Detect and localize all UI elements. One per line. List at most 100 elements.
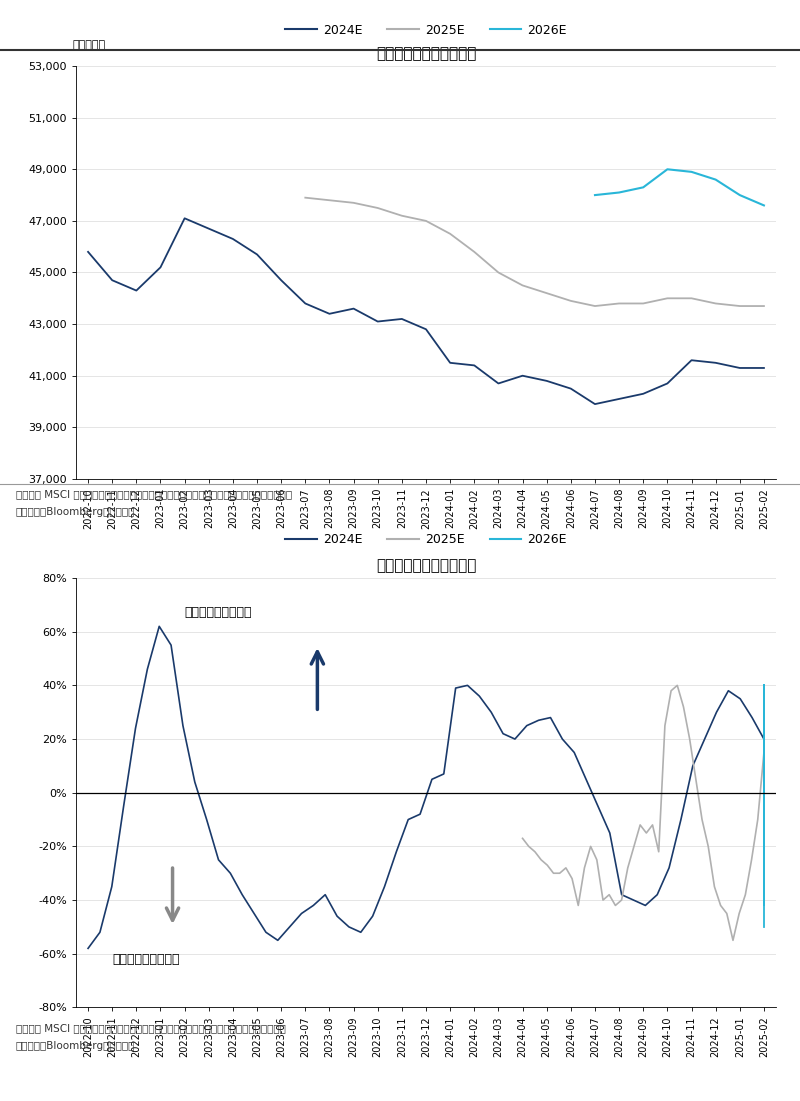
2026E	[759, 840, 769, 853]
2025E	[536, 853, 546, 866]
2025E	[629, 840, 638, 853]
2025E	[542, 286, 551, 299]
2025E	[698, 813, 707, 826]
2025E	[421, 215, 430, 228]
2025E	[301, 192, 310, 205]
2024E	[711, 357, 721, 370]
2026E	[614, 186, 624, 199]
2025E	[518, 831, 527, 844]
2025E	[648, 818, 658, 831]
2026E	[759, 827, 769, 840]
2025E	[530, 846, 540, 859]
2025E	[566, 294, 576, 307]
2025E	[654, 846, 663, 859]
2024E	[397, 313, 406, 326]
Line: 2026E: 2026E	[595, 170, 764, 206]
2024E	[131, 284, 141, 297]
2024E	[276, 274, 286, 287]
2025E	[561, 861, 570, 874]
2026E	[686, 165, 696, 178]
2026E	[759, 813, 769, 826]
2026E	[759, 732, 769, 745]
2024E	[83, 246, 93, 259]
2025E	[494, 266, 503, 280]
2025E	[586, 840, 595, 853]
2024E	[154, 620, 164, 633]
2026E	[735, 188, 745, 201]
Text: 注：基于 MSCI 中国指数中的港股、美股成分股，自下而上整体法加总计算彭博盈利预期数据: 注：基于 MSCI 中国指数中的港股、美股成分股，自下而上整体法加总计算彭博盈利…	[16, 1024, 286, 1034]
2025E	[598, 894, 608, 907]
2026E	[759, 898, 769, 912]
2025E	[660, 719, 670, 732]
2025E	[666, 684, 676, 697]
2025E	[734, 907, 744, 920]
2026E	[759, 889, 769, 902]
Text: 资料来源：Bloomberg，华泰研究: 资料来源：Bloomberg，华泰研究	[16, 508, 135, 517]
2025E	[518, 279, 527, 292]
2026E	[711, 173, 721, 186]
2024E	[204, 222, 214, 236]
2024E	[494, 377, 503, 390]
2026E	[759, 760, 769, 773]
2024E	[566, 382, 576, 395]
2026E	[759, 818, 769, 831]
2024E	[614, 392, 624, 405]
2025E	[728, 934, 738, 947]
Text: （亿港币）: （亿港币）	[73, 40, 106, 50]
Text: 上修个数＞下修个数: 上修个数＞下修个数	[185, 607, 252, 620]
Text: 下修个数＞上修个数: 下修个数＞上修个数	[112, 952, 180, 966]
Line: 2025E: 2025E	[306, 198, 764, 306]
2025E	[678, 700, 688, 713]
2025E	[716, 898, 726, 912]
2025E	[470, 246, 479, 259]
2025E	[610, 898, 620, 912]
Title: 境外中资股盈利修正宽度: 境外中资股盈利修正宽度	[376, 558, 476, 573]
2024E	[180, 211, 190, 225]
2026E	[662, 163, 672, 176]
2026E	[759, 760, 769, 773]
2024E	[261, 926, 270, 939]
Title: 境外中资股年度盈利预测: 境外中资股年度盈利预测	[376, 46, 476, 61]
2026E	[759, 880, 769, 893]
Line: 2025E: 2025E	[522, 685, 764, 940]
2025E	[673, 678, 682, 693]
2024E	[638, 388, 648, 401]
2026E	[759, 827, 769, 840]
2026E	[590, 188, 600, 201]
2024E	[250, 907, 259, 920]
2026E	[759, 706, 769, 719]
2024E	[664, 861, 674, 874]
2026E	[759, 894, 769, 907]
2026E	[759, 684, 769, 697]
2025E	[741, 889, 750, 902]
2026E	[759, 889, 769, 902]
2025E	[759, 299, 769, 313]
2026E	[759, 678, 769, 693]
2025E	[691, 773, 701, 786]
2024E	[662, 377, 672, 390]
2024E	[686, 353, 696, 367]
2025E	[567, 872, 577, 885]
2024E	[83, 941, 93, 955]
2026E	[638, 181, 648, 194]
2025E	[623, 861, 633, 874]
2026E	[759, 835, 769, 848]
2025E	[722, 907, 731, 920]
2026E	[759, 827, 769, 840]
2025E	[642, 827, 651, 840]
2026E	[759, 813, 769, 826]
2025E	[710, 880, 719, 893]
2025E	[614, 297, 624, 310]
2026E	[759, 199, 769, 212]
2024E	[590, 397, 600, 411]
2025E	[590, 299, 600, 313]
2026E	[759, 840, 769, 853]
2025E	[686, 292, 696, 305]
2026E	[759, 853, 769, 866]
2024E	[593, 799, 602, 813]
2024E	[759, 361, 769, 374]
2024E	[107, 274, 117, 287]
2024E	[735, 693, 745, 706]
Legend: 2024E, 2025E, 2026E: 2024E, 2025E, 2026E	[281, 528, 571, 552]
2025E	[592, 853, 602, 866]
